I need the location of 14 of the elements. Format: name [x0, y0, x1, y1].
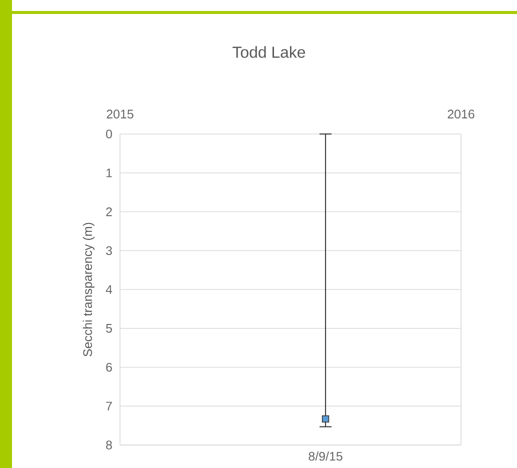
y-tick-label: 8: [106, 440, 112, 450]
x-tick-label: 2015: [106, 110, 134, 118]
text: 8/9/15: [308, 452, 342, 461]
y-tick-label: 0: [106, 130, 112, 138]
y-tick-label: 4: [106, 285, 112, 294]
y-tick-label: 7: [106, 402, 112, 410]
y-tick-label: 5: [106, 324, 112, 333]
chart-title: Todd Lake: [232, 46, 306, 58]
x-tick-label: 2016: [448, 110, 474, 118]
y-tick-label: 2: [106, 207, 112, 216]
y-tick-label: 1: [106, 168, 112, 178]
y-tick-label: 6: [106, 362, 112, 372]
y-tick-label: 3: [106, 246, 112, 256]
y-axis-title: Secchi transparency (m): [82, 222, 94, 356]
